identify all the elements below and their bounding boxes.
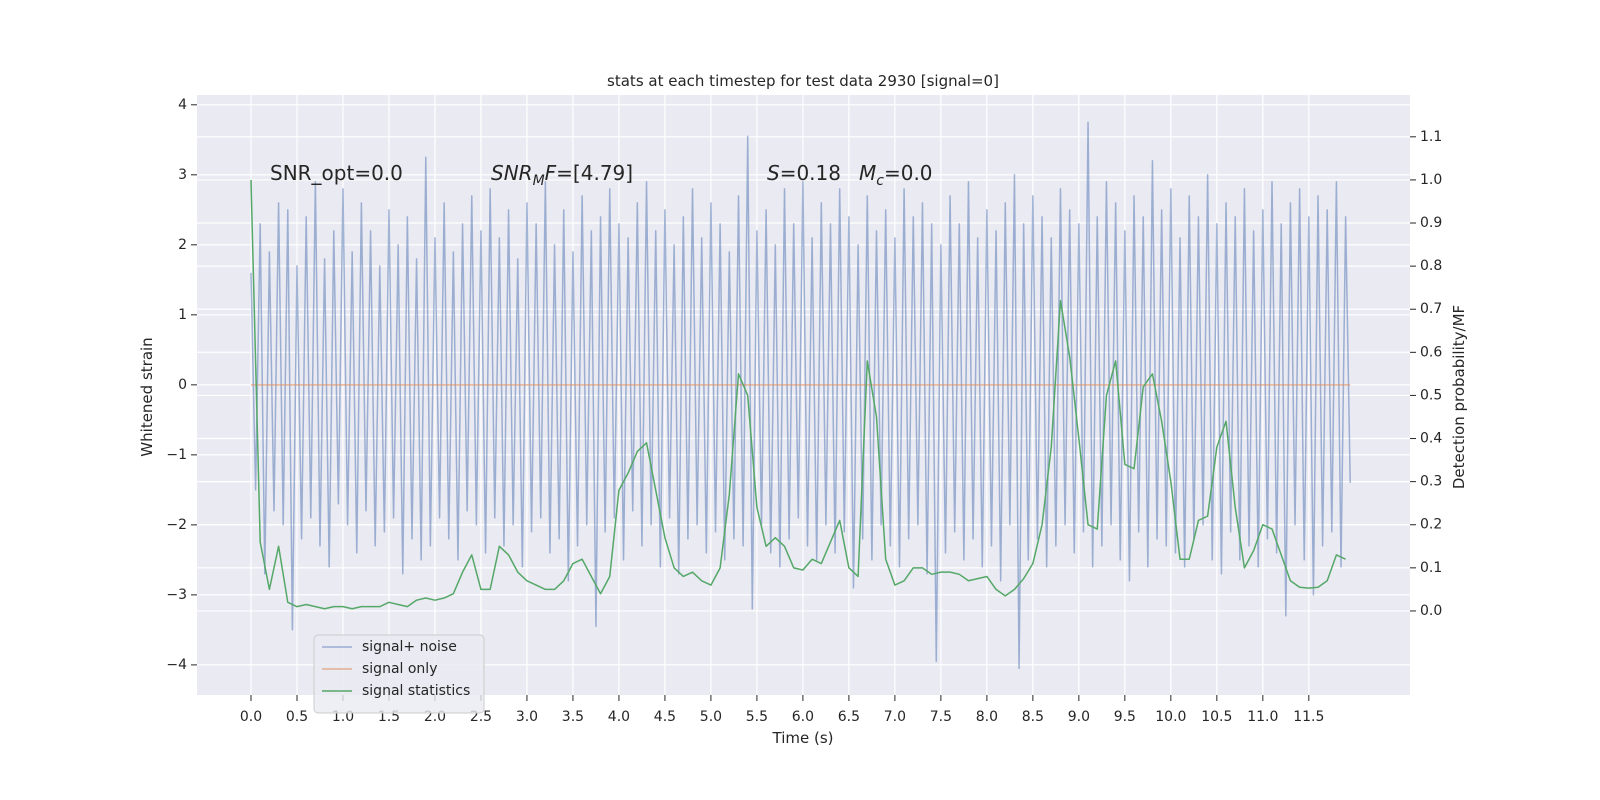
x-tick-label: 5.5 — [746, 709, 768, 725]
x-tick-label: 5.0 — [700, 709, 722, 725]
annotation-part: F — [545, 161, 557, 185]
x-tick-label: 6.0 — [792, 709, 814, 725]
y2-tick-label: 0.7 — [1420, 301, 1442, 317]
x-axis-label: Time (s) — [772, 729, 834, 747]
legend-label: signal+ noise — [362, 639, 457, 655]
series-line — [250, 121, 1351, 670]
x-tick-label: 6.5 — [838, 709, 860, 725]
y2-tick-label: 0.0 — [1420, 603, 1442, 619]
y2-tick-label: 0.8 — [1420, 258, 1442, 274]
legend-label: signal only — [362, 661, 437, 677]
annotation-part: =0.18 — [780, 161, 841, 185]
y-tick-label: 1 — [178, 307, 187, 323]
y-tick-label: 2 — [178, 237, 187, 253]
legend-box — [313, 634, 485, 714]
y-tick-label: −1 — [166, 447, 187, 463]
chart-title: stats at each timestep for test data 293… — [607, 72, 999, 90]
annotation: S=0.18 — [767, 161, 841, 185]
x-tick-label: 3.5 — [562, 709, 584, 725]
y2-tick-label: 0.9 — [1420, 215, 1442, 231]
y2-tick-label: 0.4 — [1420, 431, 1442, 447]
y2-tick-label: 0.5 — [1420, 387, 1442, 403]
x-tick-label: 9.5 — [1114, 709, 1136, 725]
y-axis-label: Whitened strain — [138, 337, 156, 456]
x-tick-label: 11.5 — [1293, 709, 1324, 725]
y-tick-label: −4 — [166, 657, 187, 673]
y2-tick-label: 0.1 — [1420, 560, 1442, 576]
x-tick-label: 4.5 — [654, 709, 676, 725]
annotation-part: c — [876, 173, 884, 189]
annotation: SNRMF=[4.79] — [491, 161, 633, 189]
y-tick-label: −3 — [166, 587, 187, 603]
y2-axis-label: Detection probability/MF — [1450, 305, 1468, 489]
y-tick-label: 0 — [178, 377, 187, 393]
x-tick-label: 4.0 — [608, 709, 630, 725]
x-tick-label: 0.5 — [286, 709, 308, 725]
y-tick-label: 4 — [178, 97, 187, 113]
x-tick-label: 8.5 — [1022, 709, 1044, 725]
x-tick-label: 7.0 — [884, 709, 906, 725]
annotation: SNR_opt=0.0 — [270, 161, 403, 185]
x-tick-label: 11.0 — [1247, 709, 1278, 725]
x-tick-label: 9.0 — [1068, 709, 1090, 725]
annotation-part: =[4.79] — [556, 161, 633, 185]
annotation: Mc=0.0 — [859, 161, 933, 189]
x-tick-label: 10.0 — [1155, 709, 1186, 725]
annotation-part: M — [533, 173, 545, 189]
annotation-part: SNR_opt=0.0 — [270, 161, 403, 185]
y2-tick-label: 1.0 — [1420, 172, 1442, 188]
y2-tick-label: 1.1 — [1420, 129, 1442, 145]
y-tick-label: 3 — [178, 167, 187, 183]
y2-tick-label: 0.3 — [1420, 474, 1442, 490]
annotation-part: M — [859, 161, 876, 185]
annotation-part: S — [767, 161, 780, 185]
y2-tick-label: 0.2 — [1420, 517, 1442, 533]
legend-label: signal statistics — [362, 683, 470, 699]
x-tick-label: 8.0 — [976, 709, 998, 725]
series-line — [250, 179, 1346, 610]
x-tick-label: 0.0 — [240, 709, 262, 725]
x-tick-label: 3.0 — [516, 709, 538, 725]
x-tick-label: 7.5 — [930, 709, 952, 725]
annotation-part: SNR — [491, 161, 533, 185]
annotation-part: =0.0 — [884, 161, 933, 185]
y-tick-label: −2 — [166, 517, 187, 533]
y2-tick-label: 0.6 — [1420, 344, 1442, 360]
x-tick-label: 10.5 — [1201, 709, 1232, 725]
